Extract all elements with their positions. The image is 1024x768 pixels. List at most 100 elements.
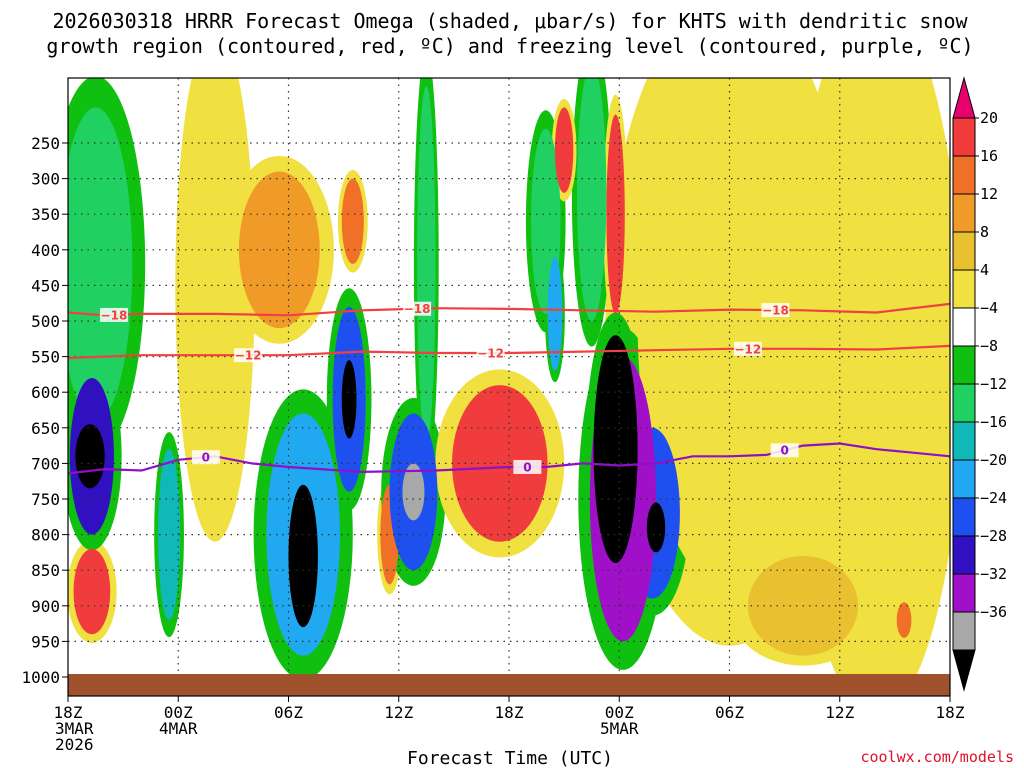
y-tick-label: 1000 bbox=[21, 668, 60, 687]
contour-label-bg bbox=[234, 348, 263, 363]
y-tick-label: 300 bbox=[31, 170, 60, 189]
colorbar-label: 20 bbox=[980, 109, 998, 127]
colorbar-label: −36 bbox=[980, 603, 1007, 621]
omega-cell bbox=[593, 335, 638, 564]
omega-cell bbox=[646, 502, 666, 553]
omega-cell bbox=[637, 78, 822, 592]
x-tick-label: 18Z bbox=[936, 703, 965, 722]
dgz-contour bbox=[68, 344, 950, 360]
y-tick-label: 350 bbox=[31, 205, 60, 224]
omega-cell bbox=[402, 463, 425, 521]
gridlines bbox=[68, 78, 950, 674]
omega-cell bbox=[452, 385, 548, 542]
x-tick-label: 3MAR bbox=[55, 719, 94, 738]
x-tick-label: 18Z bbox=[54, 703, 83, 722]
x-axis-title: Forecast Time (UTC) bbox=[407, 748, 613, 768]
omega-cell bbox=[547, 256, 563, 371]
colorbar-label: −20 bbox=[980, 451, 1007, 469]
colorbar-label: 16 bbox=[980, 147, 998, 165]
colorbar-label: −12 bbox=[980, 375, 1007, 393]
x-tick-label: 12Z bbox=[384, 703, 413, 722]
dgz-contour bbox=[68, 302, 950, 317]
contour-label: −18 bbox=[101, 308, 128, 322]
contour-label-bg bbox=[733, 341, 762, 356]
omega-shading bbox=[68, 78, 950, 696]
colorbar-label: −16 bbox=[980, 413, 1007, 431]
colorbar-swatch bbox=[952, 573, 976, 613]
y-tick-label: 900 bbox=[31, 597, 60, 616]
contour-label: −18 bbox=[404, 302, 431, 316]
omega-cell bbox=[158, 449, 181, 621]
colorbar-swatch bbox=[952, 421, 976, 461]
x-tick-label: 06Z bbox=[274, 703, 303, 722]
omega-cell bbox=[417, 86, 436, 443]
y-tick-label: 700 bbox=[31, 454, 60, 473]
omega-cell bbox=[238, 171, 320, 329]
colorbar-label: 4 bbox=[980, 261, 989, 279]
y-tick-label: 650 bbox=[31, 419, 60, 438]
x-tick-label: 2026 bbox=[55, 735, 94, 754]
colorbar-swatch bbox=[952, 611, 976, 651]
contour-label-bg bbox=[476, 346, 505, 361]
colorbar-swatch bbox=[952, 231, 976, 271]
y-tick-label: 600 bbox=[31, 383, 60, 402]
colorbar-label: −24 bbox=[980, 489, 1007, 507]
contour-label-bg bbox=[99, 307, 128, 322]
contour-label: 0 bbox=[523, 460, 531, 474]
colorbar-label: 12 bbox=[980, 185, 998, 203]
colorbar-swatch bbox=[952, 76, 976, 119]
omega-cell bbox=[576, 78, 607, 321]
x-tick-label: 12Z bbox=[825, 703, 854, 722]
y-tick-label: 250 bbox=[31, 134, 60, 153]
x-tick-label: 5MAR bbox=[600, 719, 639, 738]
colorbar-swatch bbox=[952, 269, 976, 309]
contour-label-bg bbox=[761, 303, 790, 318]
colorbar-swatch bbox=[952, 383, 976, 423]
y-tick-label: 500 bbox=[31, 312, 60, 331]
y-tick-label: 800 bbox=[31, 526, 60, 545]
y-tick-label: 450 bbox=[31, 276, 60, 295]
x-tick-label: 00Z bbox=[605, 703, 634, 722]
colorbar-swatch bbox=[952, 193, 976, 233]
colorbar-swatch bbox=[952, 459, 976, 499]
y-axis: 250 300 350 400 450 500 550 600 650 700 750 800 850 9… bbox=[21, 134, 68, 687]
contour-label-bg bbox=[403, 301, 432, 316]
y-tick-label: 950 bbox=[31, 632, 60, 651]
colorbar-swatch bbox=[952, 345, 976, 385]
omega-cell bbox=[73, 548, 111, 635]
contour-label-bg bbox=[513, 459, 542, 474]
colorbar-swatch bbox=[952, 307, 976, 347]
contour-label: −12 bbox=[477, 347, 504, 361]
y-tick-label: 750 bbox=[31, 490, 60, 509]
colorbar-swatch bbox=[952, 649, 976, 692]
colorbar-swatch bbox=[952, 535, 976, 575]
y-tick-label: 550 bbox=[31, 348, 60, 367]
colorbar-swatch bbox=[952, 155, 976, 195]
y-tick-label: 850 bbox=[31, 561, 60, 580]
x-tick-label: 18Z bbox=[495, 703, 524, 722]
omega-cell bbox=[554, 107, 574, 193]
chart-title-line-2: growth region (contoured, red, ºC) and f… bbox=[46, 34, 973, 58]
credit-link[interactable]: coolwx.com/models bbox=[860, 748, 1014, 766]
colorbar-label: −8 bbox=[980, 337, 998, 355]
x-tick-label: 4MAR bbox=[159, 719, 198, 738]
contour-label: −18 bbox=[762, 304, 789, 318]
contour-label: 0 bbox=[780, 444, 788, 458]
colorbar-label: −4 bbox=[980, 299, 998, 317]
contour-label-bg bbox=[770, 443, 799, 458]
contour-label-bg bbox=[191, 450, 220, 465]
x-tick-label: 06Z bbox=[715, 703, 744, 722]
omega-cell bbox=[185, 78, 245, 499]
omega-cell bbox=[606, 114, 625, 314]
colorbar-label: −28 bbox=[980, 527, 1007, 545]
colorbar-swatch bbox=[952, 497, 976, 537]
x-tick-label: 00Z bbox=[164, 703, 193, 722]
omega-cell bbox=[812, 78, 941, 656]
omega-cell bbox=[341, 360, 357, 439]
colorbar: 20 16 12 8 4 −4 −8 −12 −16 −20 −24 −28 −32 −36 bbox=[952, 76, 1007, 692]
colorbar-swatch bbox=[952, 117, 976, 157]
contour-lines: −18 −18 −18 −12 −12 −12 0 0 0 bbox=[68, 301, 950, 475]
omega-cell bbox=[68, 107, 133, 421]
chart-title-line-1: 2026030318 HRRR Forecast Omega (shaded, … bbox=[52, 9, 968, 33]
